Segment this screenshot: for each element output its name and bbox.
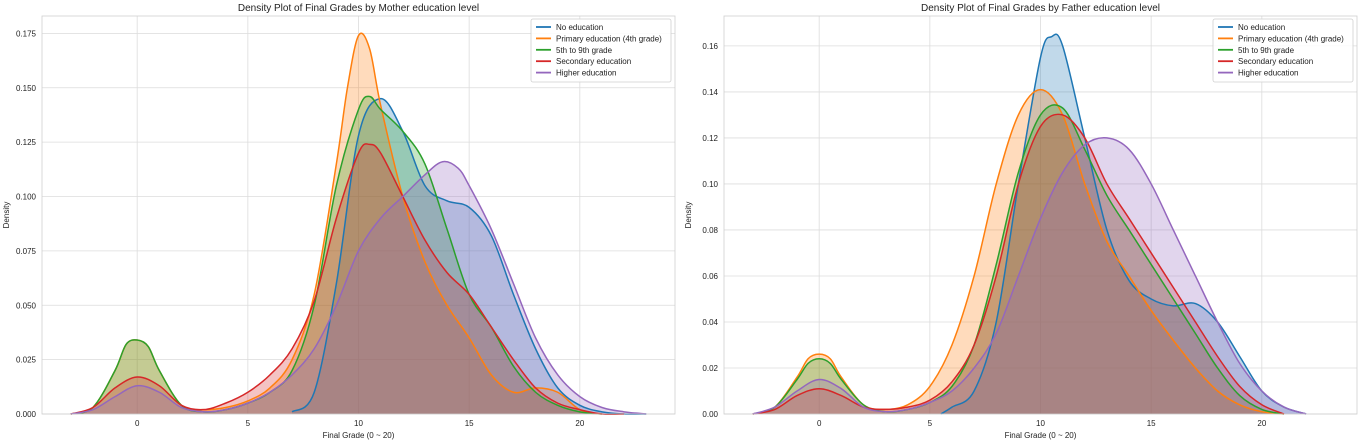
x-tick-label: 20 — [1257, 419, 1266, 428]
density-area-4 — [752, 137, 1307, 414]
y-tick-label: 0.16 — [702, 42, 718, 51]
x-tick-label: 0 — [817, 419, 822, 428]
y-tick-label: 0.000 — [16, 410, 37, 419]
legend-label: No education — [1238, 23, 1285, 32]
x-tick-label: 15 — [1147, 419, 1156, 428]
density-area-0 — [292, 98, 647, 415]
legend: No education Primary education (4th grade… — [530, 18, 672, 83]
x-tick-label: 15 — [465, 419, 474, 428]
density-line-0 — [940, 33, 1307, 415]
y-tick-label: 0.175 — [16, 29, 37, 38]
density-line-4 — [752, 137, 1307, 415]
density-line-2 — [70, 95, 603, 415]
x-tick-label: 5 — [246, 419, 251, 428]
y-axis-label: Density — [684, 202, 693, 229]
density-line-3 — [752, 113, 1285, 415]
legend-label: No education — [556, 23, 603, 32]
y-tick-label: 0.14 — [702, 88, 718, 97]
density-line-4 — [70, 160, 647, 415]
y-tick-label: 0.08 — [702, 226, 718, 235]
density-chart-father-education: 0.00 0.02 0.04 0.06 0.08 0.10 0.12 0.14 0.16 0 5 10… — [684, 3, 1358, 440]
y-tick-label: 0.075 — [16, 247, 37, 256]
x-axis-label: Final Grade (0 ~ 20) — [1005, 431, 1077, 440]
density-line-2 — [752, 104, 1285, 415]
chart-title: Density Plot of Final Grades by Mother e… — [238, 3, 479, 14]
legend-label: 5th to 9th grade — [1238, 46, 1295, 55]
plot-frame — [41, 15, 676, 415]
series-group — [752, 33, 1307, 415]
legend-label: Secondary education — [1238, 57, 1313, 66]
legend-box — [530, 18, 672, 83]
density-area-3 — [752, 114, 1284, 414]
y-tick-label: 0.100 — [16, 193, 37, 202]
legend-label: 5th to 9th grade — [556, 46, 613, 55]
legend: No education Primary education (4th grade… — [1212, 18, 1354, 83]
density-line-3 — [70, 143, 625, 416]
y-tick-label: 0.050 — [16, 301, 37, 310]
y-tick-label: 0.02 — [702, 364, 718, 373]
y-tick-label: 0.00 — [702, 410, 718, 419]
y-tick-label: 0.150 — [16, 84, 37, 93]
chart-title: Density Plot of Final Grades by Father e… — [921, 3, 1160, 14]
x-tick-label: 10 — [1036, 419, 1045, 428]
density-area-2 — [752, 104, 1284, 414]
density-line-1 — [752, 88, 1285, 415]
plot-frame — [723, 15, 1358, 415]
density-area-4 — [70, 161, 647, 414]
legend-label: Higher education — [556, 69, 616, 78]
y-tick-label: 0.12 — [702, 134, 718, 143]
density-chart-mother-education: 0.000 0.025 0.050 0.075 0.100 0.125 0.150 0.175… — [2, 3, 676, 440]
x-axis-label: Final Grade (0 ~ 20) — [323, 431, 395, 440]
legend-label: Primary education (4th grade) — [556, 34, 662, 43]
y-tick-label: 0.025 — [16, 356, 37, 365]
legend-label: Primary education (4th grade) — [1238, 34, 1344, 43]
density-line-0 — [291, 97, 647, 415]
x-tick-label: 5 — [928, 419, 933, 428]
y-axis-label: Density — [2, 202, 11, 229]
legend-label: Higher education — [1238, 69, 1298, 78]
legend-box — [1212, 18, 1354, 83]
y-tick-label: 0.04 — [702, 318, 718, 327]
y-tick-label: 0.06 — [702, 272, 718, 281]
density-area-2 — [70, 96, 602, 415]
y-tick-label: 0.10 — [702, 180, 718, 189]
x-tick-label: 20 — [575, 419, 584, 428]
density-area-1 — [752, 89, 1284, 415]
x-tick-label: 10 — [354, 419, 363, 428]
y-tick-label: 0.125 — [16, 138, 37, 147]
density-area-1 — [70, 33, 602, 414]
x-tick-label: 0 — [135, 419, 140, 428]
series-group — [70, 32, 647, 416]
legend-label: Secondary education — [556, 57, 631, 66]
